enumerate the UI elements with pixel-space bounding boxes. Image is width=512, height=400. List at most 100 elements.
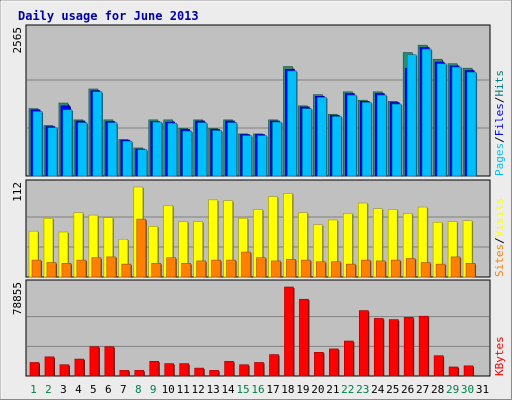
x-tick-label: 14 — [221, 383, 235, 396]
bar-pages-day-8 — [137, 149, 148, 177]
bar-sites-day-20 — [316, 261, 326, 278]
bar-pages-day-17 — [272, 121, 282, 177]
bar-kbytes-day-20 — [314, 351, 324, 377]
bar-pages-day-6 — [107, 122, 118, 177]
panel-legend: Pages/Files/Hits — [493, 70, 506, 176]
x-tick-label: 25 — [386, 383, 399, 396]
bar-pages-day-15 — [242, 135, 252, 177]
bar-pages-day-12 — [197, 122, 207, 177]
bar-pages-day-23 — [361, 102, 372, 177]
x-tick-label: 13 — [206, 383, 219, 396]
bar-kbytes-day-21 — [329, 348, 339, 377]
bar-kbytes-day-25 — [388, 319, 399, 377]
bar-kbytes-day-17 — [269, 354, 279, 377]
bar-sites-day-27 — [420, 262, 431, 278]
bar-sites-day-2 — [46, 262, 57, 278]
bar-pages-day-9 — [152, 121, 163, 177]
x-tick-label: 19 — [296, 383, 309, 396]
bar-sites-day-14 — [226, 259, 236, 278]
x-tick-label: 26 — [401, 383, 414, 396]
bar-kbytes-day-14 — [224, 361, 234, 377]
legend-separator: / — [493, 237, 506, 244]
x-tick-label: 27 — [416, 383, 429, 396]
bar-pages-day-2 — [47, 127, 58, 177]
bar-pages-day-22 — [347, 94, 357, 177]
bar-kbytes-day-7 — [119, 370, 130, 377]
bar-sites-day-8 — [136, 218, 147, 278]
bar-sites-day-16 — [256, 257, 266, 278]
bar-pages-day-21 — [332, 116, 342, 177]
bar-sites-day-22 — [346, 263, 356, 278]
bar-kbytes-day-1 — [29, 362, 40, 377]
bar-kbytes-day-23 — [358, 310, 369, 377]
bar-sites-day-12 — [196, 260, 206, 278]
chart-title: Daily usage for June 2013 — [18, 9, 199, 23]
panel-max-label: 112 — [11, 182, 24, 202]
bar-kbytes-day-6 — [104, 346, 115, 377]
x-tick-label: 4 — [75, 383, 82, 396]
bar-kbytes-day-3 — [59, 364, 70, 377]
x-tick-label: 8 — [135, 383, 142, 396]
panel-legend: Sites/Visits — [493, 198, 506, 278]
bar-kbytes-day-15 — [239, 364, 249, 377]
x-tick-label: 18 — [281, 383, 294, 396]
legend-separator: / — [493, 136, 506, 143]
panel-max-label: 2565 — [11, 27, 24, 54]
x-tick-label: 16 — [251, 383, 264, 396]
bar-kbytes-day-18 — [284, 286, 294, 377]
bar-kbytes-day-12 — [194, 367, 204, 377]
x-tick-label: 23 — [356, 383, 369, 396]
x-tick-label: 7 — [120, 383, 127, 396]
bar-pages-day-26 — [406, 54, 417, 177]
bar-kbytes-day-13 — [209, 370, 219, 377]
x-tick-label: 2 — [45, 383, 52, 396]
bar-sites-day-5 — [91, 257, 102, 278]
legend-separator: / — [493, 97, 506, 104]
bar-sites-day-11 — [181, 263, 191, 278]
bar-sites-day-13 — [211, 259, 221, 278]
bar-sites-day-23 — [360, 259, 371, 278]
bar-kbytes-day-24 — [373, 318, 384, 377]
x-tick-label: 12 — [192, 383, 205, 396]
bar-pages-day-11 — [182, 130, 192, 177]
x-tick-label: 24 — [371, 383, 385, 396]
bar-pages-day-7 — [122, 140, 133, 177]
x-tick-label: 9 — [150, 383, 157, 396]
legend-item-visits: Visits — [493, 198, 506, 238]
bar-sites-day-26 — [405, 258, 416, 278]
x-tick-label: 5 — [90, 383, 97, 396]
bar-pages-day-4 — [77, 122, 88, 177]
bar-kbytes-day-22 — [344, 340, 354, 377]
x-tick-label: 31 — [476, 383, 489, 396]
bar-sites-day-1 — [31, 259, 42, 278]
bar-kbytes-day-30 — [463, 365, 474, 377]
bar-kbytes-day-11 — [179, 363, 189, 377]
x-tick-label: 22 — [341, 383, 354, 396]
bar-pages-day-14 — [227, 122, 237, 177]
bar-pages-day-1 — [32, 111, 43, 177]
legend-item-kbytes: KBytes — [493, 336, 506, 376]
bar-sites-day-6 — [106, 256, 117, 278]
bar-pages-day-5 — [92, 91, 103, 177]
bar-kbytes-day-2 — [44, 356, 55, 377]
legend-item-sites: Sites — [493, 244, 506, 277]
x-tick-label: 29 — [446, 383, 459, 396]
bar-kbytes-day-9 — [149, 361, 160, 377]
panel-visits-sites: 112 Sites/Visits — [11, 179, 506, 278]
bar-pages-day-28 — [436, 63, 447, 177]
x-tick-label: 17 — [266, 383, 279, 396]
bar-sites-day-29 — [450, 256, 461, 278]
panel-kbytes: 78855 KBytes — [11, 279, 506, 377]
panel-hits-files-pages: 2565 Pages/Files/Hits — [11, 24, 506, 177]
x-tick-label: 3 — [60, 383, 67, 396]
bar-sites-day-15 — [241, 251, 251, 278]
bar-pages-day-16 — [257, 135, 267, 177]
bar-kbytes-day-27 — [418, 315, 429, 377]
bar-pages-day-10 — [167, 122, 178, 177]
bar-sites-day-18 — [286, 259, 296, 278]
bar-sites-day-21 — [331, 261, 341, 278]
x-tick-label: 6 — [105, 383, 112, 396]
x-tick-label: 28 — [431, 383, 444, 396]
bar-sites-day-19 — [301, 259, 311, 278]
bar-sites-day-4 — [76, 259, 87, 278]
